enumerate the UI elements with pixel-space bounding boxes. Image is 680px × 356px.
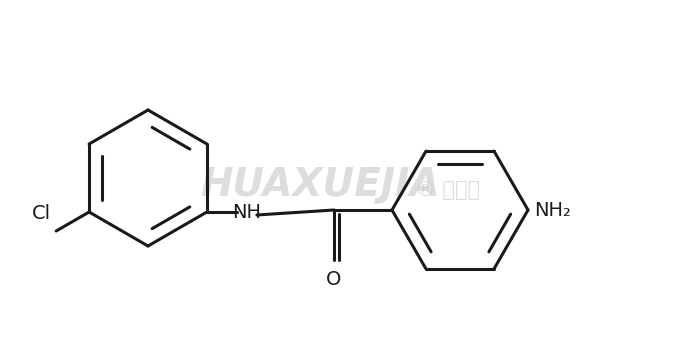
Text: ® 化学加: ® 化学加 <box>415 180 480 200</box>
Text: NH₂: NH₂ <box>534 200 571 220</box>
Text: O: O <box>326 270 341 289</box>
Text: NH: NH <box>233 203 261 221</box>
Text: HUAXUEJIA: HUAXUEJIA <box>200 166 440 204</box>
Text: Cl: Cl <box>32 204 51 223</box>
